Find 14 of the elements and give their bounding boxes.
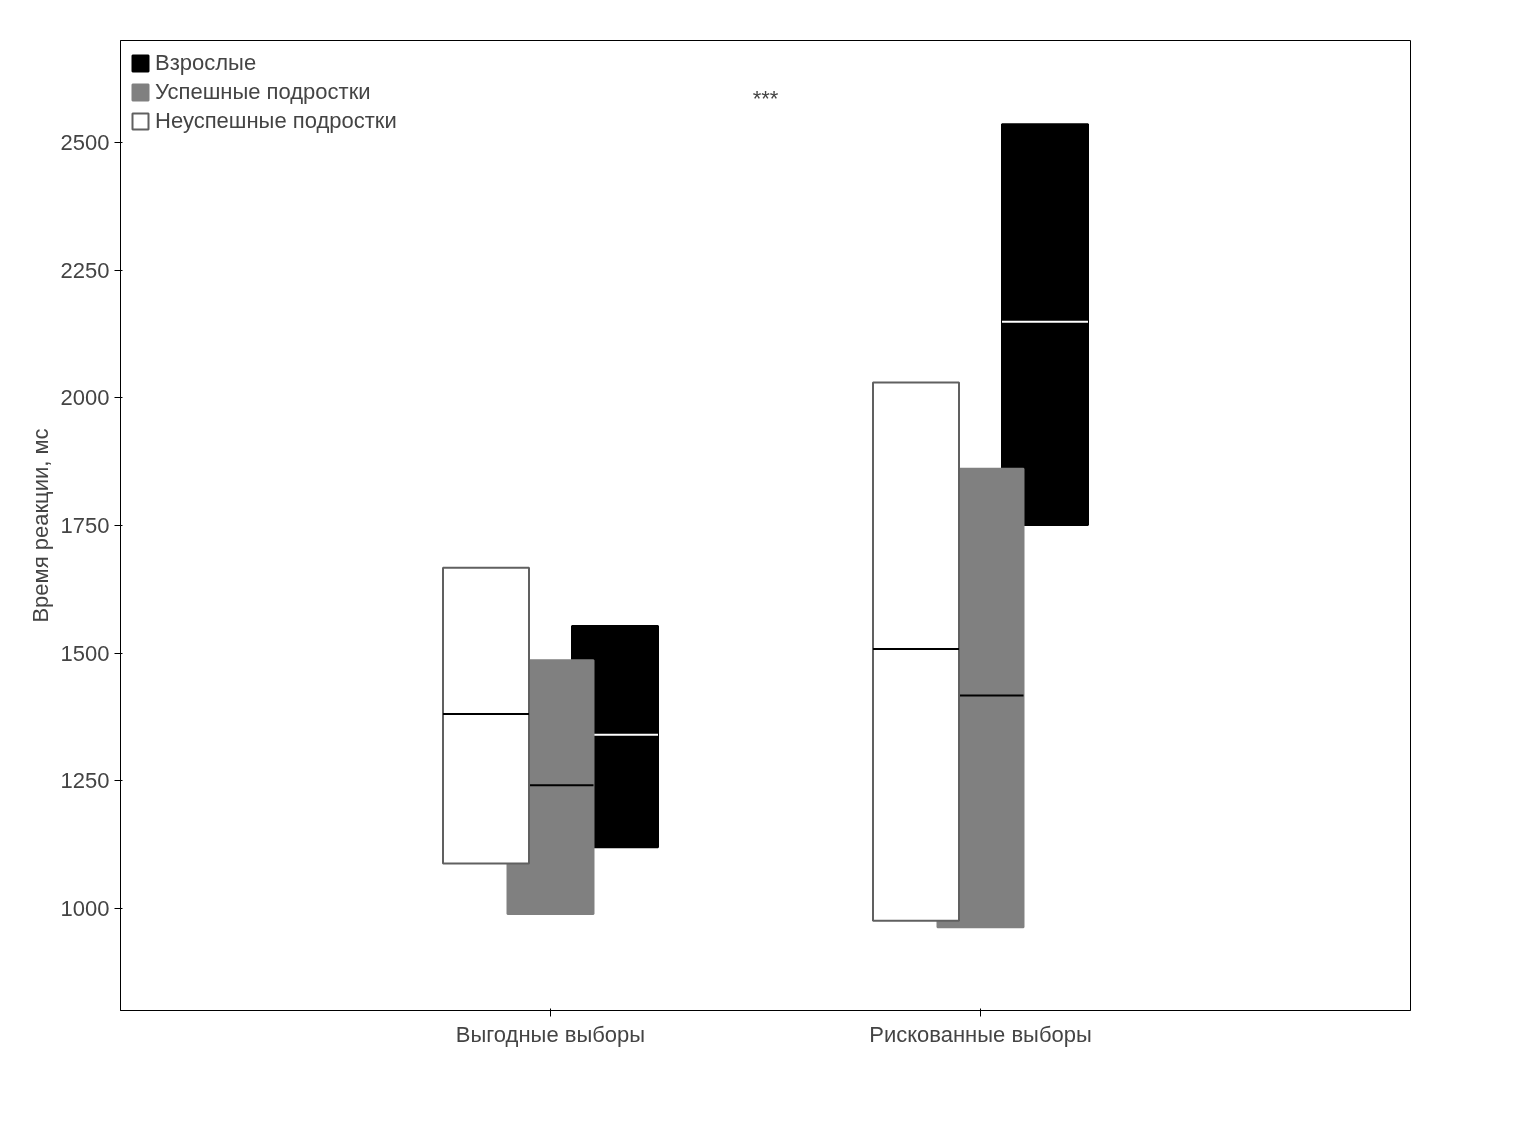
y-tick-label: 1250 bbox=[60, 768, 110, 794]
x-tick-label: Выгодные выборы bbox=[455, 1021, 646, 1047]
y-tick-label: 2500 bbox=[60, 130, 110, 156]
legend-label: Взрослые bbox=[155, 50, 257, 76]
legend-label: Успешные подростки bbox=[155, 79, 371, 105]
y-tick-label: 1000 bbox=[60, 895, 110, 921]
x-tick-label: Рискованные выборы bbox=[869, 1021, 1092, 1047]
legend-label: Неуспешные подростки bbox=[155, 108, 397, 134]
annotation: *** bbox=[752, 85, 779, 111]
y-axis-title: Время реакции, мс bbox=[27, 428, 53, 623]
y-tick-label: 1750 bbox=[60, 513, 110, 538]
y-tick-label: 2250 bbox=[60, 257, 110, 283]
y-tick-label: 2000 bbox=[60, 385, 110, 411]
y-tick-label: 1500 bbox=[60, 640, 110, 666]
